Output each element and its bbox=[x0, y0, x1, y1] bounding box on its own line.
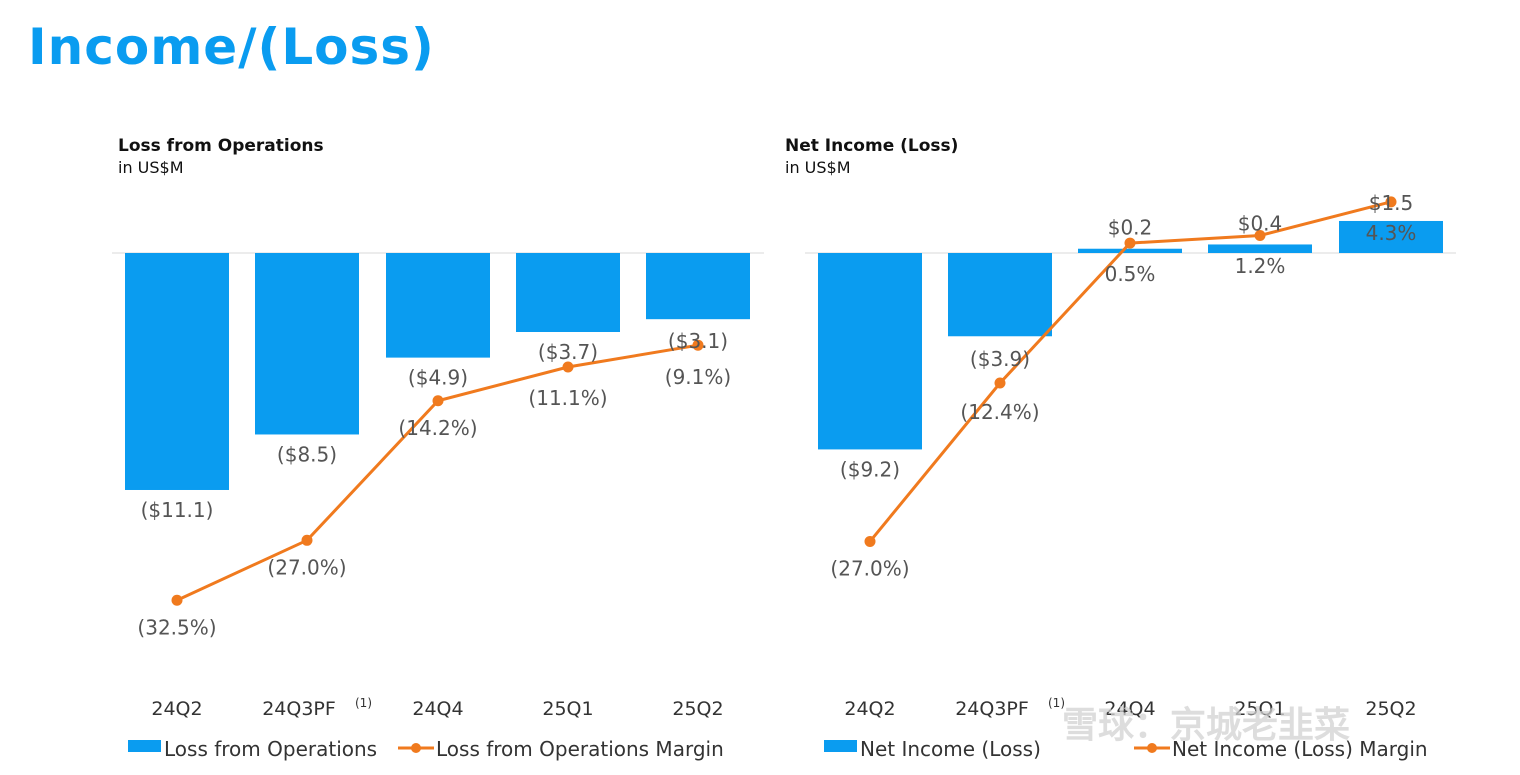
chart-2-title: Net Income (Loss) bbox=[785, 136, 959, 156]
chart-2-bar-label: ($3.9) bbox=[970, 347, 1030, 371]
chart-2-bar-label: ($9.2) bbox=[840, 457, 900, 481]
chart-1-bar bbox=[516, 253, 620, 332]
chart-2-bar-label: $1.5 bbox=[1369, 191, 1414, 215]
chart-2-margin-label: 0.5% bbox=[1105, 262, 1156, 286]
chart-1-margin-label: (14.2%) bbox=[398, 416, 477, 440]
chart-1-title: Loss from Operations bbox=[118, 136, 324, 156]
chart-2-legend-line-marker bbox=[1147, 743, 1157, 753]
chart-1-legend-line-marker bbox=[411, 743, 421, 753]
chart-2-margin-point bbox=[1254, 229, 1266, 241]
chart-2-legend-bar-label: Net Income (Loss) bbox=[860, 737, 1041, 761]
chart-2-bar bbox=[1208, 244, 1312, 253]
chart-1-category-label: 24Q3PF bbox=[262, 698, 336, 720]
chart-2-margin-point bbox=[1385, 196, 1397, 208]
chart-1-bar bbox=[646, 253, 750, 320]
chart-1-margin-point bbox=[171, 594, 183, 606]
chart-1-bar-label: ($4.9) bbox=[408, 366, 468, 390]
chart-1-category-label: 25Q2 bbox=[672, 698, 723, 720]
chart-2-category-label: 24Q3PF bbox=[955, 698, 1029, 720]
chart-1-bar-label: ($11.1) bbox=[141, 498, 214, 522]
chart-1-margin-point bbox=[432, 395, 444, 407]
chart-2-margin-point bbox=[1124, 237, 1136, 249]
chart-2-margin-point bbox=[994, 377, 1006, 389]
chart-2-bar bbox=[1339, 220, 1443, 253]
chart-1-margin-label: (27.0%) bbox=[267, 555, 346, 579]
chart-2-margin-label: 1.2% bbox=[1235, 254, 1286, 278]
chart-2-bar bbox=[818, 253, 922, 450]
page-title: Income/(Loss) bbox=[28, 18, 435, 76]
chart-1-category-label: 25Q1 bbox=[542, 698, 593, 720]
chart-2-category-label: 25Q1 bbox=[1234, 698, 1285, 720]
chart-2-bar bbox=[1078, 248, 1182, 253]
chart-1-legend-bar-swatch bbox=[128, 740, 161, 752]
chart-1-legend-line-label: Loss from Operations Margin bbox=[436, 737, 724, 761]
chart-2-margin-point bbox=[864, 535, 876, 547]
chart-2-legend-line-label: Net Income (Loss) Margin bbox=[1172, 737, 1428, 761]
chart-2-subtitle: in US$M bbox=[785, 158, 851, 177]
chart-1-bar bbox=[125, 253, 229, 490]
chart-2-bar bbox=[948, 253, 1052, 337]
chart-2-margin-label: (12.4%) bbox=[960, 400, 1039, 424]
chart-2-category-superscript: (1) bbox=[1048, 696, 1065, 710]
chart-1-margin-point bbox=[562, 361, 574, 373]
chart-1-category-superscript: (1) bbox=[355, 696, 372, 710]
chart-1-bar bbox=[255, 253, 359, 435]
chart-2-margin-label: (27.0%) bbox=[830, 556, 909, 580]
chart-2-category-label: 24Q2 bbox=[844, 698, 895, 720]
chart-2-category-label: 24Q4 bbox=[1104, 698, 1155, 720]
chart-1-legend-bar-label: Loss from Operations bbox=[164, 737, 377, 761]
chart-2-bar-label: $0.4 bbox=[1238, 211, 1283, 235]
chart-1-margin-label: (32.5%) bbox=[137, 615, 216, 639]
chart-1-margin-label: (11.1%) bbox=[528, 386, 607, 410]
chart-1-bar-label: ($3.7) bbox=[538, 340, 598, 364]
chart-1-margin-point bbox=[301, 534, 313, 546]
chart-1-bar-label: ($8.5) bbox=[277, 442, 337, 466]
watermark-text: 雪球：京城老韭菜 bbox=[1062, 705, 1351, 746]
chart-2-legend-bar-swatch bbox=[824, 740, 857, 752]
chart-2-category-label: 25Q2 bbox=[1365, 698, 1416, 720]
chart-1-category-label: 24Q2 bbox=[151, 698, 202, 720]
chart-1-bar-label: ($3.1) bbox=[668, 329, 728, 353]
chart-1-category-label: 24Q4 bbox=[412, 698, 463, 720]
chart-1-margin-point bbox=[692, 339, 704, 351]
chart-2-margin-label: 4.3% bbox=[1366, 221, 1417, 245]
chart-1-bar bbox=[386, 253, 490, 358]
chart-2-bar-label: $0.2 bbox=[1108, 216, 1153, 240]
chart-1-subtitle: in US$M bbox=[118, 158, 184, 177]
chart-1-margin-label: (9.1%) bbox=[665, 365, 731, 389]
